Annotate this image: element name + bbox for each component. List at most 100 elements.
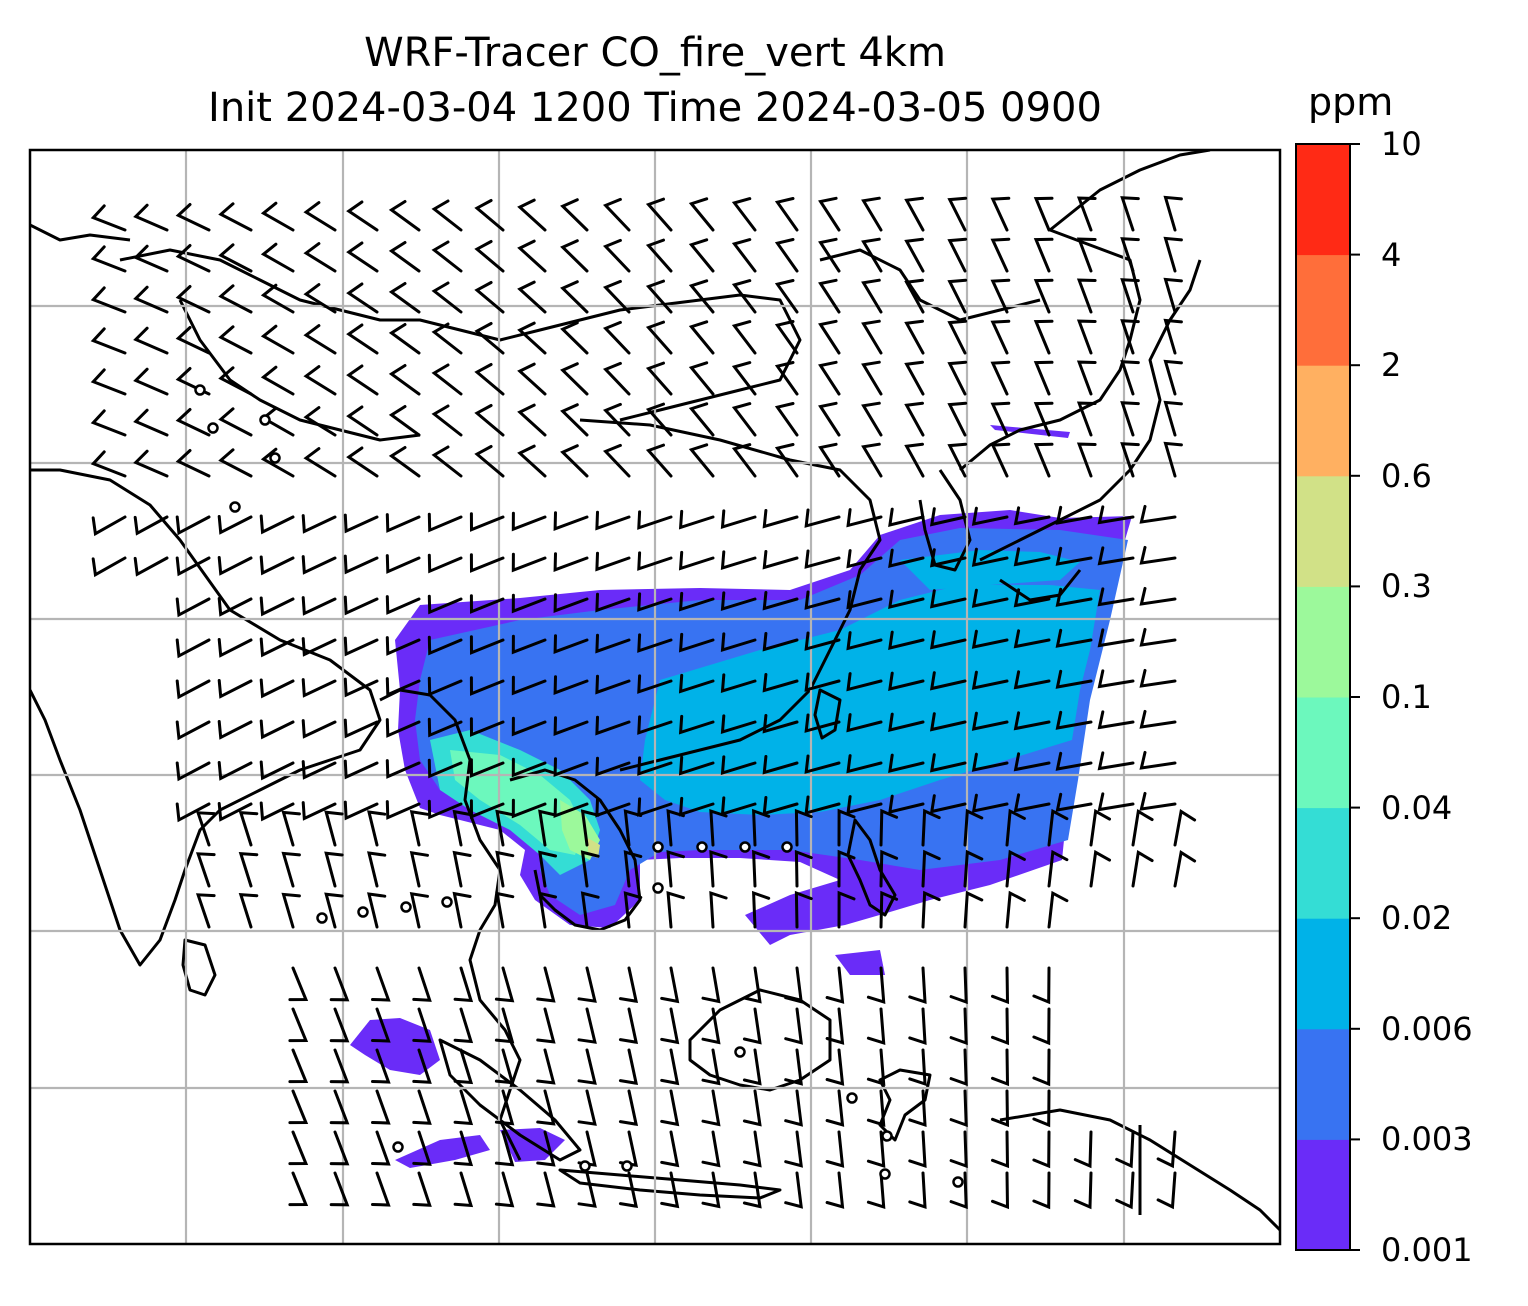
wind-barb	[971, 506, 1009, 526]
wind-barb	[794, 808, 813, 847]
wind-barb	[346, 241, 379, 273]
wind-barb	[825, 1130, 845, 1168]
wind-barb	[175, 244, 211, 273]
wind-barb	[217, 556, 253, 576]
wind-barb	[1033, 278, 1054, 314]
wind-barb	[701, 1007, 721, 1045]
wind-barb	[1120, 401, 1140, 437]
colorbar-tick-label: 0.1	[1381, 678, 1432, 716]
wind-barb	[90, 245, 127, 273]
wind-barb	[553, 757, 589, 777]
wind-barb	[517, 239, 547, 273]
wind-barb	[343, 677, 379, 698]
calm-wind-circle	[696, 841, 708, 853]
wind-barb	[536, 1048, 556, 1085]
wind-barb	[837, 890, 856, 929]
wind-barb	[1139, 709, 1177, 729]
wind-barb	[908, 1007, 927, 1046]
wind-barb	[371, 1007, 391, 1043]
wind-barb	[602, 320, 631, 355]
wind-barb	[678, 591, 715, 612]
wind-barb	[301, 760, 337, 780]
wind-barb	[645, 320, 673, 355]
wind-barb	[731, 402, 757, 437]
wind-barb	[238, 851, 259, 888]
wind-barb	[752, 890, 771, 929]
wind-barb	[762, 509, 799, 529]
wind-barb	[217, 761, 253, 781]
coastline-inland-border-3	[819, 248, 1041, 322]
wind-barb	[879, 849, 899, 888]
calm-wind-circle	[952, 1176, 964, 1188]
wind-barb	[511, 634, 547, 655]
wind-barb	[595, 674, 631, 695]
wind-barb	[303, 283, 337, 314]
wind-barb	[908, 1171, 927, 1210]
wind-barb	[580, 809, 600, 847]
wind-barb	[511, 798, 547, 819]
wind-barb	[260, 201, 295, 232]
wind-barb	[762, 755, 799, 775]
wind-barb	[861, 196, 883, 232]
wind-barb	[133, 203, 169, 232]
wind-barb	[666, 809, 685, 847]
wind-barb	[324, 851, 344, 888]
wind-barb	[1047, 890, 1069, 929]
wind-barb	[1076, 196, 1097, 232]
wind-barb	[963, 890, 984, 929]
wind-barb	[453, 1089, 474, 1126]
wind-barb	[879, 808, 899, 847]
wind-barb	[412, 1007, 432, 1043]
wind-barb	[774, 238, 799, 273]
wind-barb	[1032, 1171, 1051, 1210]
wind-barb	[553, 675, 589, 695]
calm-wind-circle	[400, 901, 412, 913]
wind-barb	[837, 808, 856, 847]
wind-barb	[904, 442, 925, 478]
wind-barb	[990, 237, 1011, 273]
wind-barb	[1163, 277, 1183, 314]
wind-barb	[453, 1048, 474, 1085]
wind-barb	[1032, 966, 1051, 1005]
wind-barb	[553, 634, 589, 654]
wind-barb	[175, 515, 211, 536]
wind-barb	[303, 406, 337, 437]
wind-barb	[1131, 849, 1154, 888]
wind-barb	[991, 1130, 1010, 1169]
wind-barb	[536, 1089, 556, 1126]
wind-barb	[343, 554, 379, 575]
wind-barb	[688, 320, 715, 355]
wind-barb	[303, 324, 337, 355]
wind-barb	[329, 1130, 350, 1166]
wind-barb	[536, 1130, 556, 1167]
wind-barb	[517, 444, 547, 478]
wind-barb	[474, 363, 505, 396]
wind-barb	[553, 593, 589, 613]
wind-barb	[90, 409, 127, 437]
wind-barb	[371, 1089, 391, 1125]
calm-wind-circle	[781, 841, 793, 853]
wind-barb	[431, 445, 463, 478]
calm-wind-circle	[269, 452, 281, 464]
wind-barb	[645, 443, 673, 478]
coastline-cambodia-vietnam	[509, 768, 642, 932]
wind-barb	[474, 240, 505, 273]
wind-barb	[1005, 808, 1026, 847]
colorbar-tick-label: 2	[1381, 346, 1402, 385]
wind-barb	[175, 556, 211, 577]
wind-barb	[762, 714, 799, 734]
wind-barb	[1097, 628, 1135, 648]
wind-barb	[259, 678, 295, 699]
wind-barb	[784, 1171, 803, 1209]
wind-barb	[133, 408, 169, 437]
wind-barb	[346, 323, 379, 355]
wind-barb	[346, 405, 379, 437]
wind-barb	[538, 891, 557, 929]
wind-barb	[678, 632, 715, 653]
map-title-line2: Init 2024-03-04 1200 Time 2024-03-05 090…	[208, 85, 1102, 131]
colorbar-tick-label: 10	[1381, 125, 1422, 163]
wind-barb	[1055, 587, 1093, 607]
wind-barb	[947, 401, 968, 437]
calm-wind-circle	[739, 841, 751, 853]
wind-barb	[908, 1130, 927, 1169]
